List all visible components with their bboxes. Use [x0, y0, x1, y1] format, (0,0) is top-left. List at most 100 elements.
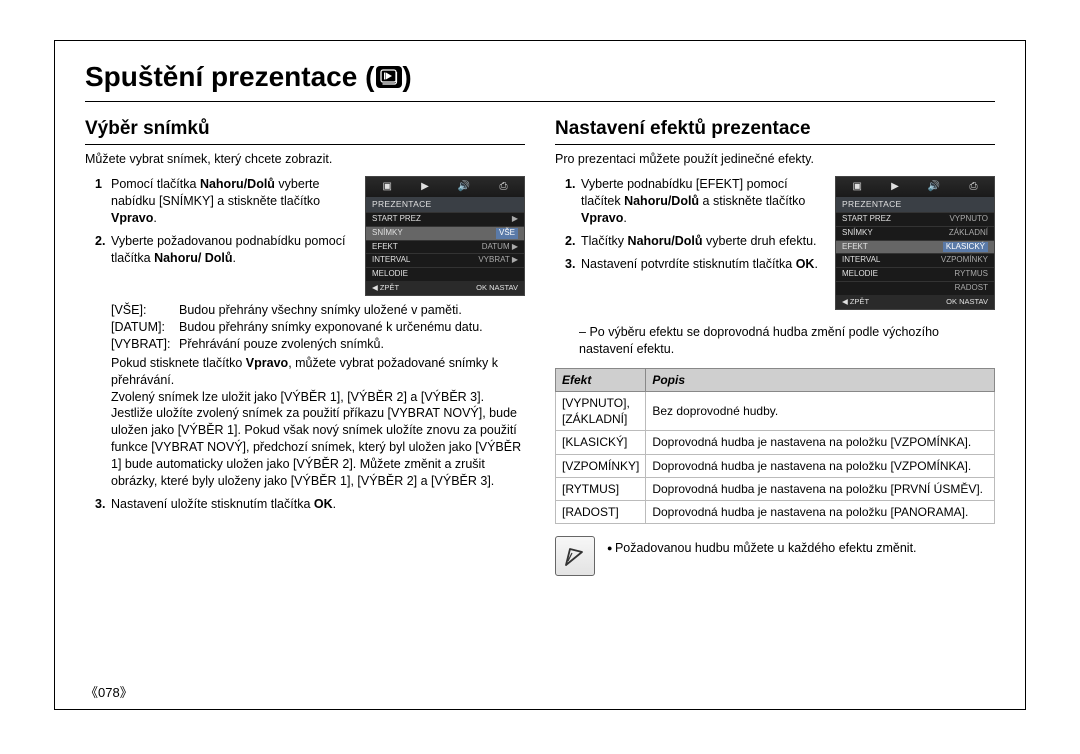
left-step-2: 2. Vyberte požadovanou podnabídku pomocí…: [95, 233, 355, 267]
table-row: [RYTMUS]Doprovodná hudba je nastavena na…: [556, 477, 995, 500]
lcd-row-label: EFEKT: [372, 242, 398, 253]
lcd-row-label: INTERVAL: [372, 255, 410, 266]
lcd2-header: PREZENTACE: [836, 197, 994, 212]
right-heading: Nastavení efektů prezentace: [555, 116, 995, 146]
lcd-row-label: START PREZ: [842, 214, 891, 225]
lcd-row-value: VYPNUTO: [949, 214, 988, 225]
lcd-menu-row: INTERVAL VZPOMÍNKY: [836, 253, 994, 267]
right-step-3: 3. Nastavení potvrdíte stisknutím tlačít…: [565, 256, 825, 273]
lcd-row-label: SNÍMKY: [372, 228, 403, 239]
play-icon: ▶: [421, 180, 429, 194]
lcd-row-value: RYTMUS: [954, 269, 988, 280]
lcd-row-value: ZÁKLADNÍ: [949, 228, 988, 239]
lcd-row-label: START PREZ: [372, 214, 421, 225]
step-number: 3.: [565, 256, 581, 273]
cell-desc: Doprovodná hudba je nastavena na položku…: [646, 500, 995, 523]
lcd-row-value: VZPOMÍNKY: [941, 255, 988, 266]
left-sublist: [VŠE]:Budou přehrány všechny snímky ulož…: [111, 302, 525, 353]
step-number: 3.: [95, 496, 111, 513]
table-row: [VZPOMÍNKY]Doprovodná hudba je nastavena…: [556, 454, 995, 477]
step-text: Nastavení potvrdíte stisknutím tlačítka …: [581, 256, 825, 273]
sublist-val: Budou přehrány snímky exponované k určen…: [179, 319, 483, 336]
lcd2-footer: ◀ ZPĚT OK NASTAV: [836, 295, 994, 309]
step-text: Vyberte požadovanou podnabídku pomocí tl…: [111, 233, 355, 267]
lcd-menu-row: MELODIE RYTMUS: [836, 267, 994, 281]
mode-icon: ▣: [853, 180, 862, 194]
table-row: [VYPNUTO], [ZÁKLADNÍ]Bez doprovodné hudb…: [556, 391, 995, 430]
step-number: 2.: [95, 233, 111, 267]
lcd-menu-row: RADOST: [836, 281, 994, 295]
after-line: Zvolený snímek lze uložit jako [VÝBĚR 1]…: [111, 389, 525, 490]
lcd-preview-1: ▣ ▶ 🔊 ⎙ PREZENTACE START PREZ ▶ SNÍMKY VŠE E…: [365, 176, 525, 296]
lcd2-ok: OK NASTAV: [946, 297, 988, 307]
cell-desc: Doprovodná hudba je nastavena na položku…: [646, 477, 995, 500]
print-icon: ⎙: [969, 180, 977, 194]
right-note: Po výběru efektu se doprovodná hudba změ…: [579, 324, 995, 358]
lcd-menu-row: EFEKTKLASICKÝ: [836, 240, 994, 254]
right-step-2: 2. Tlačítky Nahoru/Dolů vyberte druh efe…: [565, 233, 825, 250]
lcd1-ok: OK NASTAV: [476, 283, 518, 293]
lcd-row-label: MELODIE: [842, 269, 878, 280]
right-step-1: 1. Vyberte podnabídku [EFEKT] pomocí tla…: [565, 176, 825, 227]
lcd-row-label: MELODIE: [372, 269, 408, 280]
cell-effect: [RYTMUS]: [556, 477, 646, 500]
sound-icon: 🔊: [928, 180, 940, 194]
manual-page: Spuštění prezentace () Výběr snímků Může…: [54, 40, 1026, 710]
lcd-row-value: VYBRAT ▶: [478, 255, 518, 266]
page-number: 《078》: [85, 682, 133, 701]
table-row: [KLASICKÝ]Doprovodná hudba je nastavena …: [556, 431, 995, 454]
sublist-key: [DATUM]:: [111, 319, 179, 336]
lcd2-back: ◀ ZPĚT: [842, 297, 869, 307]
lcd-menu-row: MELODIE: [366, 267, 524, 281]
lcd-preview-2: ▣ ▶ 🔊 ⎙ PREZENTACE START PREZVYPNUTOSNÍM…: [835, 176, 995, 310]
sublist-row: [DATUM]:Budou přehrány snímky exponované…: [111, 319, 525, 336]
step-text: Nastavení uložíte stisknutím tlačítka OK…: [111, 496, 525, 513]
after-line: Pokud stisknete tlačítko Vpravo, můžete …: [111, 355, 525, 389]
lcd1-topbar: ▣ ▶ 🔊 ⎙: [366, 177, 524, 197]
cell-effect: [KLASICKÝ]: [556, 431, 646, 454]
lcd-menu-row: SNÍMKY VŠE: [366, 226, 524, 240]
step-number: 2.: [565, 233, 581, 250]
effects-table: Efekt Popis [VYPNUTO], [ZÁKLADNÍ]Bez dop…: [555, 368, 995, 524]
left-step-1: 1 Pomocí tlačítka Nahoru/Dolů vyberte na…: [95, 176, 355, 227]
left-heading: Výběr snímků: [85, 116, 525, 146]
left-intro: Můžete vybrat snímek, který chcete zobra…: [85, 151, 525, 168]
table-row: [RADOST]Doprovodná hudba je nastavena na…: [556, 500, 995, 523]
sublist-key: [VYBRAT]:: [111, 336, 179, 353]
play-stack-icon: [376, 63, 402, 95]
lcd-row-label: INTERVAL: [842, 255, 880, 266]
cell-effect: [VYPNUTO], [ZÁKLADNÍ]: [556, 391, 646, 430]
step-text: Pomocí tlačítka Nahoru/Dolů vyberte nabí…: [111, 176, 355, 227]
lcd-row-label: SNÍMKY: [842, 228, 873, 239]
lcd1-header: PREZENTACE: [366, 197, 524, 212]
print-icon: ⎙: [499, 180, 507, 194]
sublist-val: Budou přehrány všechny snímky uložené v …: [179, 302, 462, 319]
th-desc: Popis: [646, 368, 995, 391]
lcd-row-value: RADOST: [955, 283, 988, 294]
lcd-menu-row: START PREZ VYPNUTO: [836, 212, 994, 226]
th-effect: Efekt: [556, 368, 646, 391]
lcd-row-value: VŠE: [496, 228, 518, 239]
tip-box: Požadovanou hudbu můžete u každého efekt…: [555, 536, 995, 576]
note-icon: [555, 536, 595, 576]
lcd1-back: ◀ ZPĚT: [372, 283, 399, 293]
title-text: Spuštění prezentace (: [85, 61, 374, 92]
sublist-row: [VYBRAT]:Přehrávání pouze zvolených sním…: [111, 336, 525, 353]
sublist-row: [VŠE]:Budou přehrány všechny snímky ulož…: [111, 302, 525, 319]
mode-icon: ▣: [383, 180, 392, 194]
lcd-row-value: DATUM ▶: [482, 242, 518, 253]
step-text: Vyberte podnabídku [EFEKT] pomocí tlačít…: [581, 176, 825, 227]
lcd-row-value: ▶: [512, 214, 518, 225]
sublist-key: [VŠE]:: [111, 302, 179, 319]
sound-icon: 🔊: [458, 180, 470, 194]
cell-desc: Bez doprovodné hudby.: [646, 391, 995, 430]
lcd-row-value: KLASICKÝ: [943, 242, 988, 253]
cell-desc: Doprovodná hudba je nastavena na položku…: [646, 431, 995, 454]
left-step-3: 3. Nastavení uložíte stisknutím tlačítka…: [95, 496, 525, 513]
sublist-val: Přehrávání pouze zvolených snímků.: [179, 336, 384, 353]
left-after: Pokud stisknete tlačítko Vpravo, můžete …: [111, 355, 525, 490]
cell-effect: [VZPOMÍNKY]: [556, 454, 646, 477]
lcd2-rows: START PREZ VYPNUTO SNÍMKY ZÁKLADNÍEFEKTKLAS…: [836, 212, 994, 295]
lcd1-footer: ◀ ZPĚT OK NASTAV: [366, 281, 524, 295]
right-column: Nastavení efektů prezentace Pro prezenta…: [555, 116, 995, 576]
